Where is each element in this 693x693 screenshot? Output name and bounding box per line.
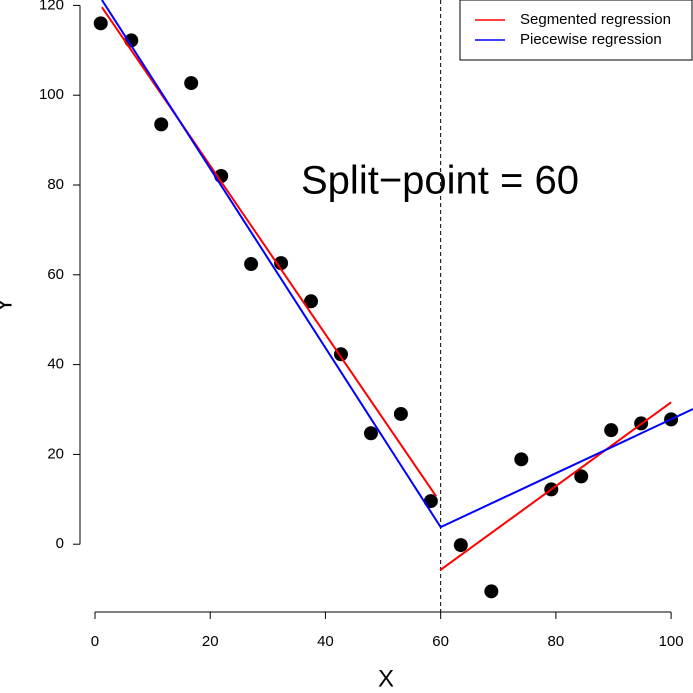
x-axis-label: X — [378, 665, 394, 692]
annotation: Split−point = 60 — [301, 159, 579, 203]
point — [184, 76, 199, 91]
y-tick-label: 40 — [47, 356, 64, 373]
point — [484, 584, 499, 599]
regression-line — [101, 0, 693, 529]
point — [514, 452, 529, 467]
y-tick-label: 0 — [56, 535, 64, 552]
point — [244, 257, 259, 272]
x-tick-label: 100 — [659, 633, 684, 650]
legend-box — [459, 0, 693, 61]
x-tick-label: 80 — [548, 633, 565, 650]
y-tick-label: 80 — [47, 176, 64, 193]
y-tick-label: 60 — [47, 266, 64, 283]
y-tick-label: 100 — [39, 86, 64, 103]
point — [154, 117, 169, 132]
y-tick-label: 20 — [47, 445, 64, 462]
x-tick-label: 20 — [202, 633, 219, 650]
point — [93, 16, 108, 31]
legend-label: Segmented regression — [520, 11, 671, 28]
point — [604, 423, 619, 438]
point — [574, 469, 589, 484]
point — [423, 494, 438, 509]
point — [304, 294, 319, 309]
x-tick-label: 0 — [91, 633, 99, 650]
point — [393, 406, 408, 421]
x-tick-label: 60 — [432, 633, 449, 650]
regression-line — [101, 6, 672, 572]
y-tick-label: 120 — [39, 0, 64, 13]
point — [363, 426, 378, 441]
legend-label: Piecewise regression — [520, 31, 662, 48]
x-tick-label: 40 — [317, 633, 334, 650]
point — [274, 256, 289, 271]
y-axis-label: Y — [0, 297, 17, 313]
plot-area — [93, 0, 693, 612]
point — [453, 538, 468, 553]
